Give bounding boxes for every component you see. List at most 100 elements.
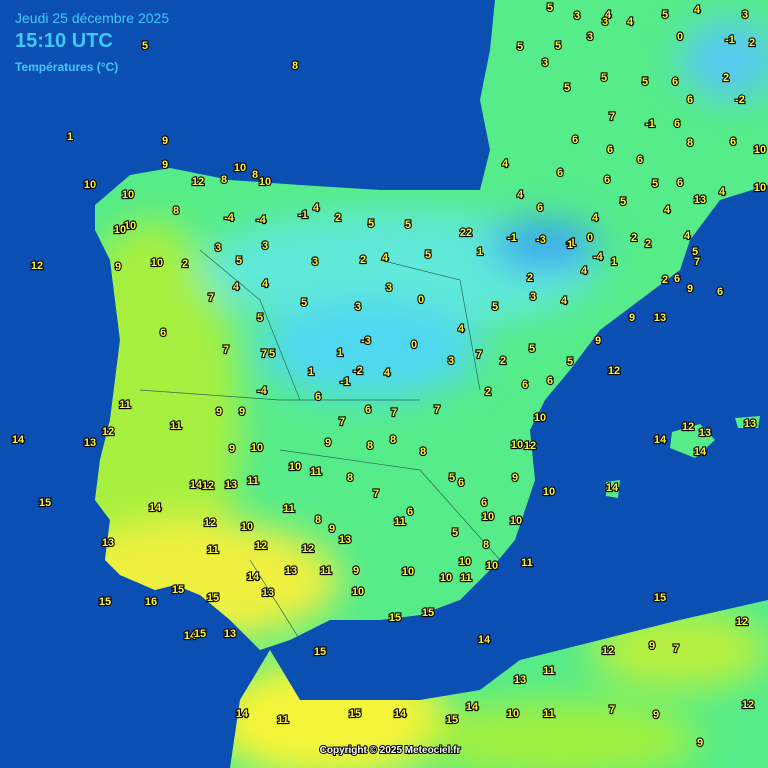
station-temp: 9	[649, 640, 655, 652]
station-temp: 10	[754, 182, 766, 194]
station-temp: 6	[407, 506, 413, 518]
station-temp: 14	[190, 479, 203, 491]
station-temp: 0	[677, 31, 683, 43]
station-temp: 13	[262, 587, 274, 599]
station-temp: 0	[411, 339, 417, 351]
station-temp: 8	[347, 472, 353, 484]
station-temp: 6	[522, 379, 528, 391]
station-temp: 6	[604, 174, 610, 186]
station-temp: 5	[492, 301, 498, 313]
station-temp: 10	[234, 162, 246, 174]
station-temp: 2	[631, 232, 637, 244]
station-temp: 8	[390, 434, 396, 446]
station-temp: 13	[654, 312, 666, 324]
station-temp: 10	[534, 412, 546, 424]
station-temp: 5	[142, 40, 148, 52]
station-temp: 11	[283, 503, 295, 515]
station-temp: 14	[606, 482, 619, 494]
station-temp: 14	[184, 630, 197, 642]
station-temp: 3	[312, 256, 318, 268]
station-temp: 0	[418, 294, 424, 306]
station-temp: 8	[221, 174, 227, 186]
station-temp: 3	[574, 10, 580, 22]
station-temp: 10	[151, 257, 163, 269]
station-temp: 12	[608, 365, 620, 377]
station-temp: 10	[241, 521, 253, 533]
station-temp: 3	[215, 242, 221, 254]
station-temp: 10	[84, 179, 96, 191]
station-temp: 4	[458, 323, 465, 335]
station-temp: 11	[460, 572, 472, 584]
station-temp: 2	[527, 272, 533, 284]
station-temp: 4	[502, 158, 509, 170]
station-temp: 10	[754, 144, 766, 156]
station-temp: 8	[252, 169, 258, 181]
station-temp: 13	[744, 418, 756, 430]
station-temp: 14	[247, 571, 260, 583]
station-temp: 7	[609, 111, 615, 123]
station-temp: 5	[517, 41, 523, 53]
station-temp: 11	[170, 420, 182, 432]
station-temp: 3	[355, 301, 361, 313]
station-temp: 15	[349, 708, 361, 720]
station-temp: 4	[561, 295, 568, 307]
station-temp: 14	[466, 701, 479, 713]
station-temp: 12	[255, 540, 267, 552]
station-temp: 5	[564, 82, 570, 94]
station-temp: 12	[524, 440, 536, 452]
station-temp: 6	[677, 177, 683, 189]
station-temp: 1	[611, 256, 617, 268]
station-temp: -1	[645, 118, 655, 130]
station-temp: 12	[31, 260, 43, 272]
station-temp: 5	[567, 356, 573, 368]
station-temp: 13	[225, 479, 237, 491]
station-temp: 4	[262, 278, 269, 290]
station-temp: 2	[723, 72, 729, 84]
station-temp: 5	[236, 255, 242, 267]
station-temp: 11	[543, 665, 555, 677]
station-temp: 10	[114, 224, 126, 236]
station-temp: 5	[257, 312, 263, 324]
station-temp: 14	[654, 434, 667, 446]
station-temp: 7	[673, 643, 679, 655]
date: Jeudi 25 décembre 2025	[15, 10, 169, 26]
station-temp: 10	[259, 176, 271, 188]
station-temp: 6	[730, 136, 736, 148]
station-temp: 11	[277, 714, 289, 726]
station-temp: 2	[500, 355, 506, 367]
station-temp: 2	[182, 258, 188, 270]
station-temp: 15	[389, 612, 401, 624]
station-temp: 4	[664, 204, 671, 216]
station-temp: 6	[547, 375, 553, 387]
station-temp: 3	[530, 291, 536, 303]
station-temp: 14	[12, 434, 25, 446]
station-temp: 9	[595, 335, 601, 347]
station-temp: 6	[674, 118, 680, 130]
station-temp: 6	[365, 404, 371, 416]
station-temp: 2	[485, 386, 491, 398]
station-temp: 10	[402, 566, 414, 578]
station-temp: -4	[256, 214, 267, 226]
station-temp: 8	[483, 539, 489, 551]
station-temp: 5	[449, 472, 455, 484]
station-temp: 12	[202, 480, 214, 492]
station-temp: 4	[719, 186, 726, 198]
station-temp: -1	[725, 34, 735, 46]
station-temp: -1	[340, 376, 350, 388]
station-temp: 15	[446, 714, 458, 726]
station-temp: 9	[353, 565, 359, 577]
station-temp: 1	[67, 131, 73, 143]
station-temp: 8	[292, 60, 298, 72]
station-temp: 13	[224, 628, 236, 640]
station-temp: 7	[208, 292, 214, 304]
station-temp: 14	[478, 634, 491, 646]
station-temp: 4	[694, 4, 701, 16]
station-temp: 16	[145, 596, 157, 608]
station-temp: 5	[529, 343, 535, 355]
station-temp: 11	[543, 708, 555, 720]
station-temp: 3	[602, 16, 608, 28]
station-temp: 6	[481, 497, 487, 509]
station-temp: 6	[674, 273, 680, 285]
station-temp: 4	[684, 230, 691, 242]
station-temp: 10	[440, 572, 452, 584]
